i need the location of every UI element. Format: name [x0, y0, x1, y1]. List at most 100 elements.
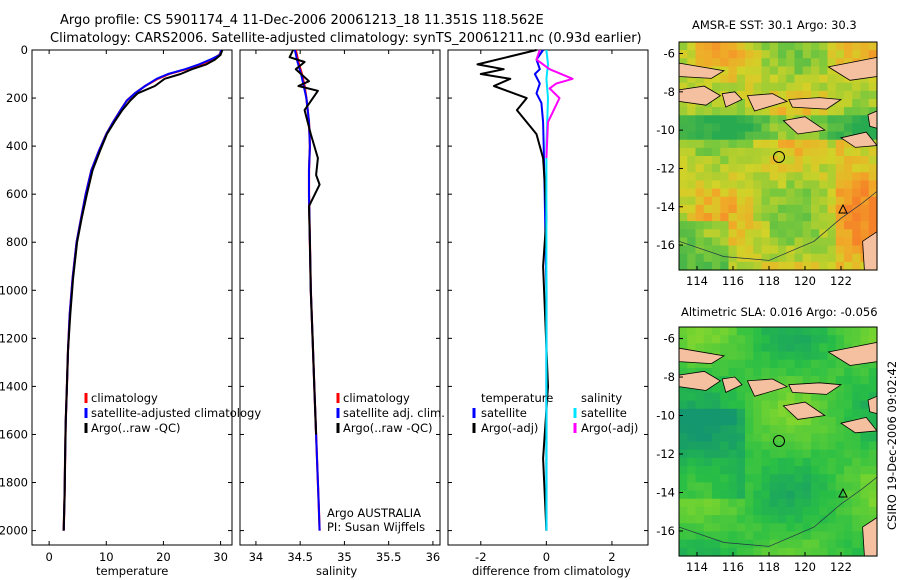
heatmap-cell [679, 58, 688, 68]
heatmap-cell [852, 245, 862, 255]
heatmap-cell [786, 82, 796, 92]
heatmap-cell [769, 367, 779, 377]
heatmap-cell [728, 335, 738, 344]
heatmap-cell [835, 449, 845, 459]
heatmap-cell [844, 327, 853, 336]
heatmap-cell [819, 441, 829, 451]
heatmap-cell [868, 221, 878, 230]
heatmap-cell [753, 490, 763, 500]
heatmap-cell [852, 107, 862, 116]
heatmap-cell [868, 131, 878, 141]
heatmap-cell [786, 490, 796, 500]
heatmap-cell [844, 221, 853, 230]
heatmap-cell [761, 531, 771, 541]
heatmap-cell [852, 474, 862, 483]
heatmap-cell [811, 90, 820, 100]
heatmap-cell [769, 261, 779, 271]
heatmap-cell [753, 531, 763, 541]
heatmap-cell [827, 180, 837, 190]
heatmap-cell [703, 531, 713, 541]
heatmap-cell [844, 164, 853, 173]
heatmap-cell [778, 490, 787, 500]
heatmap-cell [827, 408, 837, 418]
float-position-marker [773, 435, 785, 447]
heatmap-cell [712, 449, 721, 459]
heatmap-cell [819, 42, 829, 51]
heatmap-cell [794, 90, 804, 100]
heatmap-cell [868, 367, 878, 377]
x-tick-label: 35.5 [376, 550, 402, 564]
heatmap-cell [794, 245, 804, 255]
heatmap-cell [679, 327, 688, 336]
heatmap-cell [736, 221, 746, 230]
heatmap-cell [794, 523, 804, 533]
heatmap-cell [679, 188, 688, 198]
heatmap-cell [736, 367, 746, 377]
heatmap-cell [695, 433, 705, 443]
heatmap-cell [753, 58, 763, 68]
heatmap-cell [819, 156, 829, 165]
heatmap-cell [794, 466, 804, 475]
heatmap-cell [794, 213, 804, 222]
heatmap-cell [844, 253, 853, 263]
heatmap-cell [728, 221, 738, 230]
heatmap-cell [778, 531, 787, 541]
heatmap-cell [827, 107, 837, 116]
heatmap-cell [811, 515, 820, 524]
heatmap-cell [712, 196, 721, 206]
heatmap-cell [778, 408, 787, 418]
heatmap-cell [769, 498, 779, 508]
heatmap-cell [761, 42, 771, 51]
heatmap-cell [802, 482, 812, 492]
heatmap-cell [786, 482, 796, 492]
heatmap-cell [811, 376, 820, 385]
heatmap-cell [802, 327, 812, 336]
heatmap-cell [811, 392, 820, 402]
heatmap-cell [819, 433, 829, 443]
heatmap-cell [802, 74, 812, 84]
heatmap-cell [728, 66, 738, 76]
heatmap-cell [786, 42, 796, 51]
heatmap-cell [745, 498, 754, 508]
heatmap-cell [860, 123, 870, 133]
heatmap-cell [827, 196, 837, 206]
heatmap-cell [827, 335, 837, 344]
difference-y-ticks [448, 49, 648, 532]
heatmap-cell [769, 343, 779, 353]
heatmap-cell [679, 50, 688, 59]
heatmap-cell [679, 204, 688, 214]
heatmap-cell [794, 172, 804, 182]
heatmap-cell [761, 204, 771, 214]
heatmap-cell [844, 42, 853, 51]
heatmap-cell [761, 547, 771, 557]
heatmap-cell [728, 482, 738, 492]
heatmap-cell [827, 359, 837, 369]
heatmap-cell [786, 172, 796, 182]
heatmap-cell [728, 131, 738, 141]
heatmap-cell [811, 416, 820, 426]
heatmap-cell [695, 498, 705, 508]
heatmap-cell [745, 490, 754, 500]
heatmap-cell [720, 58, 730, 68]
heatmap-cell [720, 107, 730, 116]
heatmap-cell [794, 449, 804, 459]
heatmap-cell [679, 547, 688, 557]
heatmap-cell [769, 515, 779, 524]
heatmap-cell [695, 515, 705, 524]
heatmap-cell [778, 376, 787, 385]
heatmap-cell [811, 50, 820, 59]
heatmap-cell [769, 180, 779, 190]
heatmap-cell [802, 261, 812, 271]
heatmap-cell [728, 400, 738, 410]
heatmap-cell [786, 523, 796, 533]
heatmap-cell [687, 515, 697, 524]
heatmap-cell [695, 123, 705, 133]
heatmap-cell [679, 523, 688, 533]
heatmap-cell [794, 164, 804, 173]
heatmap-cell [695, 441, 705, 451]
heatmap-cell [687, 213, 697, 222]
heatmap-cell [720, 204, 730, 214]
heatmap-cell [679, 147, 688, 157]
heatmap-cell [736, 42, 746, 51]
heatmap-cell [712, 416, 721, 426]
